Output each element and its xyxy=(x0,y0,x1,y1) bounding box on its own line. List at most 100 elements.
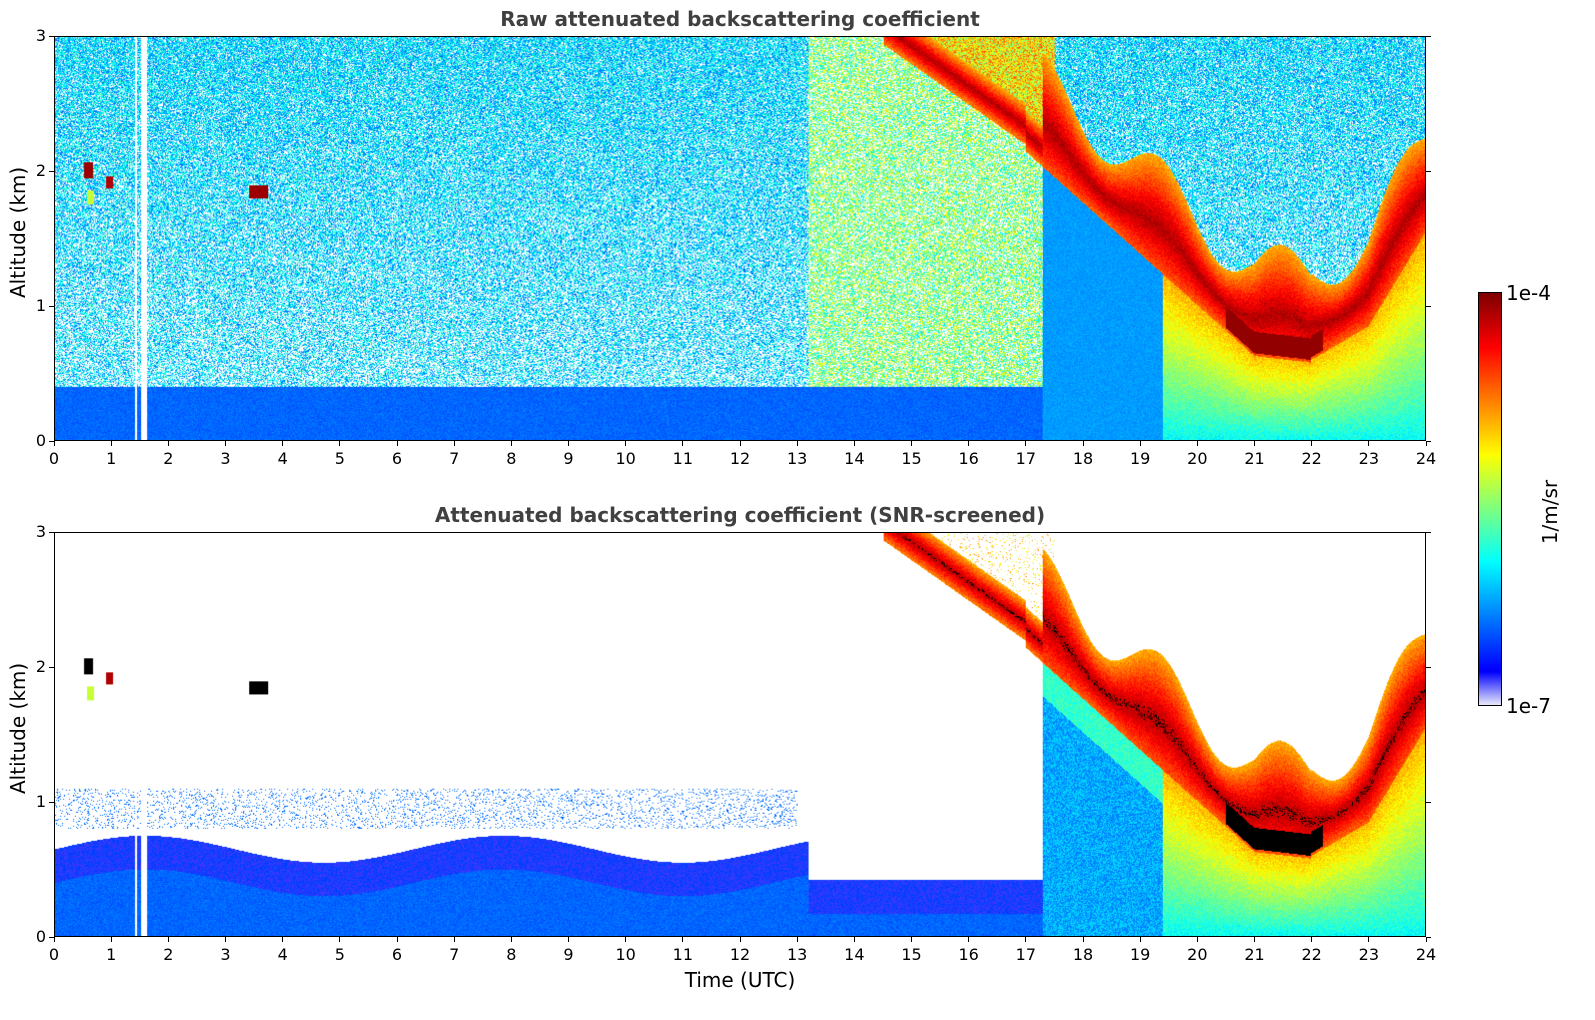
y-tick-mark xyxy=(49,666,54,668)
x-tick-mark xyxy=(1196,441,1198,446)
x-tick-mark xyxy=(1368,937,1370,942)
x-tick-label: 16 xyxy=(958,449,979,468)
x-tick-label: 15 xyxy=(901,945,922,964)
x-tick-label: 22 xyxy=(1301,945,1322,964)
x-tick-mark xyxy=(225,441,226,446)
colorbar xyxy=(1478,292,1502,706)
x-tick-mark xyxy=(1025,441,1027,446)
x-tick-mark xyxy=(510,937,512,942)
x-tick-label: 18 xyxy=(1072,449,1094,468)
x-tick-mark xyxy=(1082,937,1084,942)
x-tick-label: 14 xyxy=(844,945,865,964)
x-tick-mark xyxy=(167,441,169,446)
x-tick-mark xyxy=(796,441,798,446)
y-tick-mark xyxy=(1426,35,1431,37)
x-tick-label: 8 xyxy=(506,449,517,468)
x-tick-label: 4 xyxy=(277,945,288,964)
x-tick-mark xyxy=(453,937,455,942)
x-tick-mark xyxy=(968,441,970,446)
x-tick-label: 19 xyxy=(1129,449,1151,468)
x-tick-mark xyxy=(1254,937,1255,942)
x-tick-label: 8 xyxy=(506,945,517,964)
x-tick-mark xyxy=(110,441,112,446)
x-tick-label: 0 xyxy=(48,449,60,468)
x-tick-mark xyxy=(739,441,741,446)
x-tick-label: 15 xyxy=(901,449,922,468)
x-tick-mark xyxy=(1368,441,1370,446)
x-tick-label: 1 xyxy=(106,449,117,468)
x-tick-label: 6 xyxy=(391,449,403,468)
x-tick-label: 10 xyxy=(615,449,636,468)
x-tick-mark xyxy=(568,937,569,942)
y-tick-mark xyxy=(1426,170,1431,172)
x-tick-label: 9 xyxy=(563,945,574,964)
bottom-y-axis-label: Altitude (km) xyxy=(6,662,30,794)
x-tick-mark xyxy=(396,441,398,446)
x-tick-label: 23 xyxy=(1358,945,1379,964)
y-tick-label: 2 xyxy=(35,657,46,676)
bottom-heatmap-canvas xyxy=(55,533,1425,936)
x-tick-mark xyxy=(1025,937,1027,942)
y-tick-mark xyxy=(1426,936,1431,938)
x-tick-label: 21 xyxy=(1244,945,1265,964)
x-tick-label: 14 xyxy=(844,449,865,468)
x-tick-mark xyxy=(53,441,55,446)
x-tick-label: 18 xyxy=(1072,945,1094,964)
x-tick-mark xyxy=(853,937,855,942)
y-tick-label: 1 xyxy=(35,792,46,811)
x-tick-label: 6 xyxy=(391,945,403,964)
x-tick-mark xyxy=(110,937,112,942)
x-tick-mark xyxy=(339,441,341,446)
x-tick-mark xyxy=(510,441,512,446)
x-tick-mark xyxy=(225,937,226,942)
top-chart-title: Raw attenuated backscattering coefficien… xyxy=(500,7,980,31)
x-tick-label: 13 xyxy=(786,945,808,964)
x-tick-label: 3 xyxy=(220,449,231,468)
x-tick-label: 5 xyxy=(334,449,345,468)
y-tick-label: 0 xyxy=(35,927,46,946)
top-heatmap-canvas xyxy=(55,37,1425,440)
x-tick-label: 0 xyxy=(48,945,60,964)
y-tick-label: 0 xyxy=(35,431,46,450)
y-tick-mark xyxy=(1426,801,1431,803)
x-tick-label: 9 xyxy=(563,449,574,468)
colorbar-min-label: 1e-7 xyxy=(1506,694,1551,718)
x-tick-mark xyxy=(1311,937,1313,942)
x-tick-label: 13 xyxy=(786,449,808,468)
y-tick-label: 2 xyxy=(35,161,46,180)
y-tick-label: 3 xyxy=(35,26,46,45)
x-tick-label: 5 xyxy=(334,945,345,964)
x-tick-label: 19 xyxy=(1129,945,1151,964)
top-heatmap-plot xyxy=(54,36,1426,441)
x-tick-mark xyxy=(568,441,569,446)
x-tick-mark xyxy=(1311,441,1313,446)
x-tick-mark xyxy=(625,937,627,942)
x-tick-label: 10 xyxy=(615,945,636,964)
y-tick-mark xyxy=(49,936,54,938)
x-tick-mark xyxy=(1139,937,1141,942)
x-tick-label: 20 xyxy=(1187,945,1208,964)
x-tick-mark xyxy=(282,441,284,446)
bottom-heatmap-plot xyxy=(54,532,1426,937)
x-tick-label: 16 xyxy=(958,945,979,964)
x-tick-mark xyxy=(911,937,912,942)
x-tick-label: 11 xyxy=(672,945,693,964)
x-tick-label: 12 xyxy=(729,449,751,468)
x-tick-mark xyxy=(1425,441,1427,446)
x-tick-mark xyxy=(1254,441,1255,446)
x-tick-label: 7 xyxy=(449,449,460,468)
y-tick-label: 1 xyxy=(35,296,46,315)
y-tick-mark xyxy=(49,531,54,533)
x-tick-mark xyxy=(625,441,627,446)
colorbar-max-label: 1e-4 xyxy=(1506,281,1551,305)
x-tick-mark xyxy=(1196,937,1198,942)
colorbar-units-label: 1/m/sr xyxy=(1538,479,1562,545)
x-tick-label: 17 xyxy=(1015,449,1036,468)
x-tick-mark xyxy=(1082,441,1084,446)
x-tick-mark xyxy=(167,937,169,942)
x-tick-label: 21 xyxy=(1244,449,1265,468)
y-tick-mark xyxy=(1426,305,1431,307)
x-tick-mark xyxy=(911,441,912,446)
bottom-chart-title: Attenuated backscattering coefficient (S… xyxy=(434,503,1046,527)
x-tick-label: 4 xyxy=(277,449,288,468)
